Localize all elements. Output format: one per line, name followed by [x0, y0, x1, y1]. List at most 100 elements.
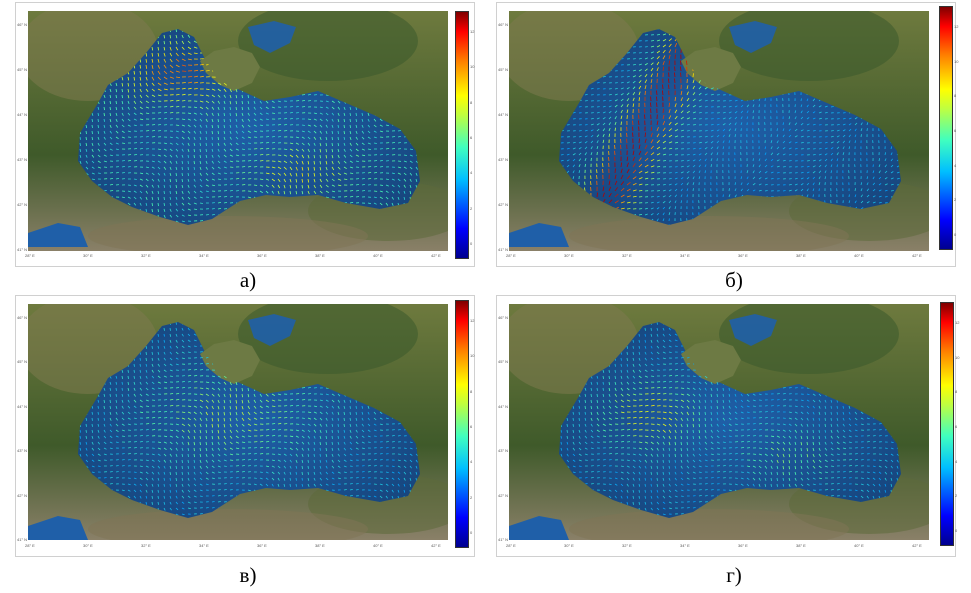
current-arrow [686, 110, 690, 114]
current-arrow [307, 190, 310, 195]
current-arrow [656, 166, 661, 168]
current-arrow [115, 94, 117, 99]
current-arrow [133, 184, 137, 187]
current-arrow [674, 122, 678, 126]
current-arrow [890, 171, 894, 174]
current-arrow [355, 124, 358, 129]
current-arrow [103, 148, 107, 152]
current-arrow [127, 160, 132, 162]
current-arrow [674, 72, 676, 78]
current-arrow [692, 117, 696, 120]
current-arrow [91, 160, 95, 164]
current-arrow [560, 159, 564, 162]
current-arrow [572, 112, 576, 114]
current-arrow [788, 134, 792, 138]
current-arrow [740, 182, 743, 186]
current-arrow [235, 190, 239, 192]
current-arrow [115, 118, 118, 122]
current-arrow [722, 123, 726, 126]
current-arrow [602, 122, 606, 126]
current-arrow [397, 190, 400, 194]
current-arrow [301, 184, 303, 189]
current-arrow [650, 79, 653, 84]
current-arrow [121, 94, 123, 99]
current-arrow [127, 100, 130, 104]
x-tick-label: 30° E [83, 253, 93, 258]
current-arrow [127, 118, 131, 122]
current-arrow [656, 50, 661, 54]
current-arrow [812, 194, 814, 198]
current-arrow [121, 82, 124, 87]
current-arrow [836, 158, 839, 162]
current-arrow [860, 182, 863, 186]
current-arrow [806, 182, 810, 186]
current-arrow [343, 172, 348, 175]
current-arrow [283, 184, 286, 189]
current-arrow [704, 93, 708, 96]
current-arrow [157, 208, 159, 213]
current-arrow [325, 112, 329, 116]
current-arrow [776, 172, 780, 174]
current-arrow [349, 142, 352, 146]
current-arrow [355, 130, 358, 134]
current-arrow [211, 112, 214, 116]
current-arrow [860, 188, 863, 192]
current-arrow [97, 130, 100, 134]
current-arrow [277, 100, 282, 103]
current-arrow [674, 78, 676, 84]
current-arrow [722, 106, 726, 108]
current-arrow [133, 118, 137, 121]
current-arrow [169, 58, 173, 63]
current-arrow [271, 166, 276, 169]
current-arrow [133, 94, 136, 99]
current-arrow [205, 160, 208, 164]
current-arrow [325, 154, 327, 159]
x-tick-label: 40° E [854, 253, 864, 258]
current-arrow [157, 178, 160, 182]
current-arrow [91, 118, 93, 122]
current-arrow [127, 88, 130, 93]
current-arrow [163, 148, 167, 151]
current-arrow [614, 127, 616, 132]
current-arrow [349, 118, 351, 123]
current-arrow [205, 178, 209, 182]
current-arrow [385, 196, 389, 200]
current-arrow [307, 94, 311, 96]
current-arrow [620, 109, 623, 114]
current-arrow [590, 157, 592, 162]
current-arrow [620, 181, 625, 186]
current-arrow [361, 130, 365, 134]
current-arrow [674, 109, 678, 114]
current-arrow [217, 148, 220, 152]
current-arrow [662, 184, 666, 186]
current-arrow [692, 159, 696, 162]
current-arrow [343, 124, 345, 129]
current-arrow [265, 112, 269, 115]
current-arrow [842, 118, 846, 120]
current-arrow [223, 136, 226, 141]
current-arrow [325, 196, 330, 199]
current-arrow [409, 154, 413, 157]
current-arrow [115, 88, 118, 93]
current-arrow [758, 98, 761, 102]
current-arrow [205, 154, 208, 159]
current-arrow [662, 189, 666, 192]
current-arrow [163, 88, 168, 91]
current-arrow [163, 106, 168, 108]
current-arrow [373, 136, 377, 139]
current-arrow [650, 152, 655, 156]
current-arrow [800, 116, 804, 120]
current-arrow [211, 124, 214, 129]
current-arrow [788, 147, 792, 150]
current-arrow [632, 169, 637, 174]
current-arrow [121, 124, 125, 128]
current-arrow [271, 172, 276, 175]
current-arrow [830, 135, 834, 138]
current-arrow [199, 130, 202, 134]
current-arrow [397, 196, 400, 200]
current-arrow [259, 160, 264, 162]
current-arrow [722, 134, 725, 138]
current-arrow [289, 154, 294, 158]
current-arrow [668, 154, 672, 156]
current-arrow [680, 165, 684, 168]
